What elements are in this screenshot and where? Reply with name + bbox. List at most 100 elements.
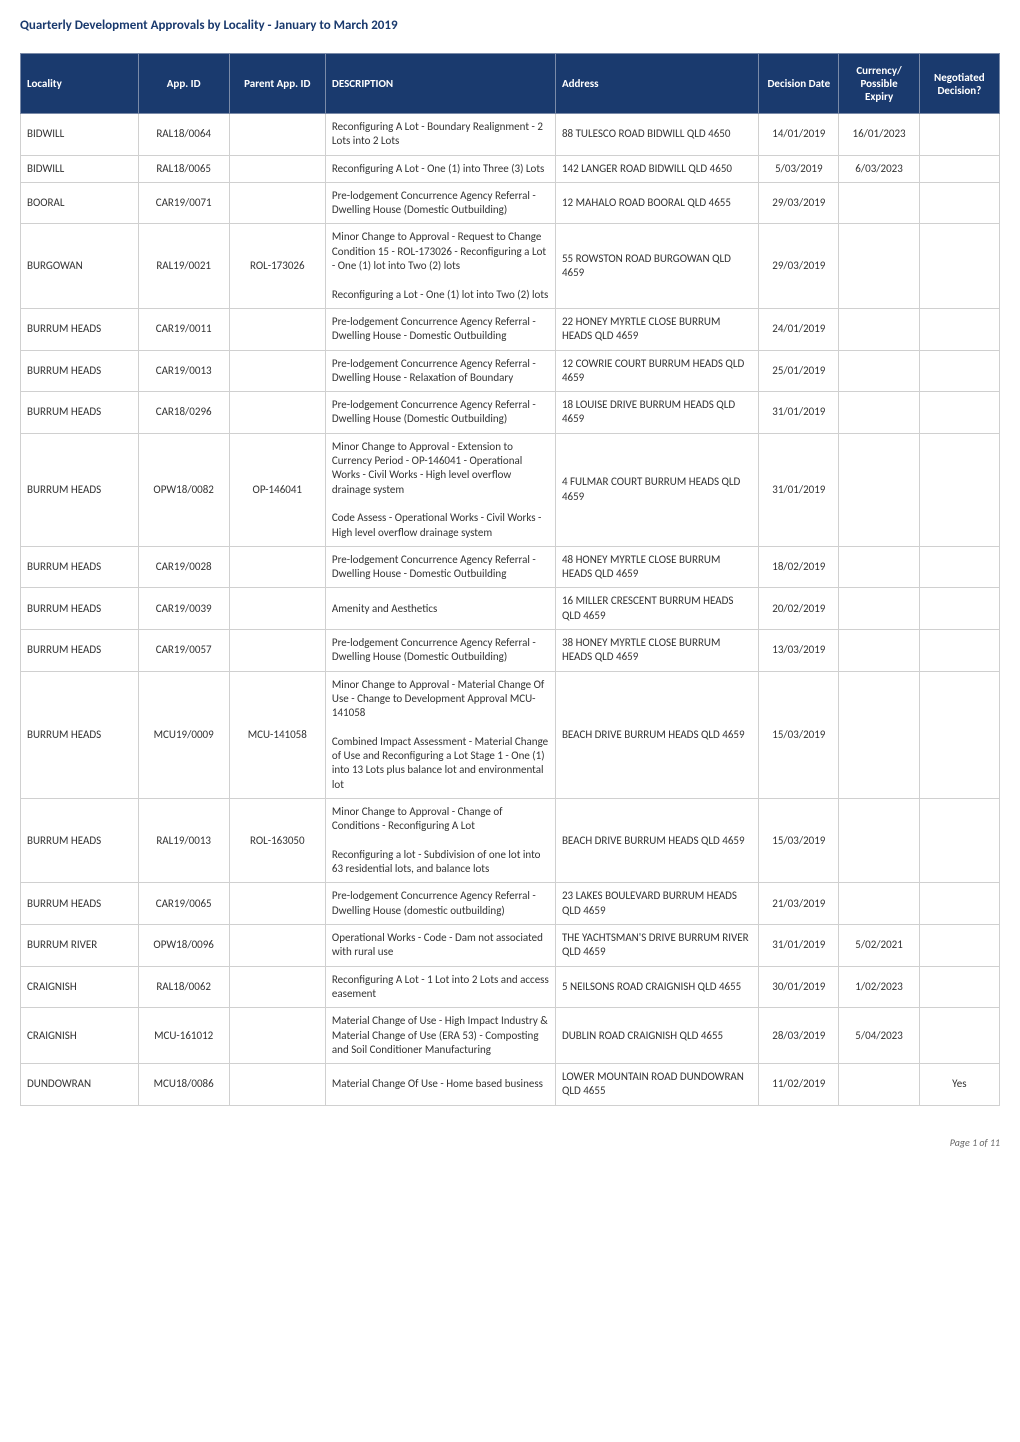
cell-date: 29/03/2019 — [759, 224, 839, 308]
cell-locality: BURRUM HEADS — [21, 798, 139, 882]
cell-currency — [839, 798, 919, 882]
cell-currency — [839, 433, 919, 546]
cell-currency — [839, 392, 919, 434]
table-row: DUNDOWRANMCU18/0086Material Change Of Us… — [21, 1064, 1000, 1106]
cell-parent — [229, 630, 325, 672]
cell-date: 24/01/2019 — [759, 308, 839, 350]
cell-date: 31/01/2019 — [759, 392, 839, 434]
cell-locality: BIDWILL — [21, 114, 139, 156]
cell-addr: 4 FULMAR COURT BURRUM HEADS QLD 4659 — [555, 433, 758, 546]
cell-desc: Pre-lodgement Concurrence Agency Referra… — [325, 182, 555, 224]
cell-currency — [839, 671, 919, 798]
table-row: BURRUM HEADSCAR19/0057Pre-lodgement Conc… — [21, 630, 1000, 672]
cell-parent: ROL-163050 — [229, 798, 325, 882]
table-row: BIDWILLRAL18/0065Reconfiguring A Lot - O… — [21, 155, 1000, 182]
cell-desc: Pre-lodgement Concurrence Agency Referra… — [325, 630, 555, 672]
cell-date: 15/03/2019 — [759, 671, 839, 798]
cell-neg — [919, 966, 999, 1008]
cell-neg — [919, 1008, 999, 1064]
cell-appId: CAR19/0065 — [138, 883, 229, 925]
cell-addr: 88 TULESCO ROAD BIDWILL QLD 4650 — [555, 114, 758, 156]
table-row: BURRUM HEADSCAR18/0296Pre-lodgement Conc… — [21, 392, 1000, 434]
cell-appId: CAR19/0039 — [138, 588, 229, 630]
table-row: BURRUM HEADSCAR19/0013 Pre-lodgement Conc… — [21, 350, 1000, 392]
cell-parent — [229, 966, 325, 1008]
cell-desc: Operational Works - Code - Dam not assoc… — [325, 925, 555, 967]
col-header-neg: Negotiated Decision? — [919, 54, 999, 114]
cell-appId: RAL19/0021 — [138, 224, 229, 308]
cell-addr: THE YACHTSMAN'S DRIVE BURRUM RIVER QLD 4… — [555, 925, 758, 967]
cell-locality: CRAIGNISH — [21, 1008, 139, 1064]
cell-appId: CAR19/0013 — [138, 350, 229, 392]
col-header-appId: App. ID — [138, 54, 229, 114]
cell-desc: Amenity and Aesthetics — [325, 588, 555, 630]
cell-locality: DUNDOWRAN — [21, 1064, 139, 1106]
cell-locality: CRAIGNISH — [21, 966, 139, 1008]
cell-addr: 23 LAKES BOULEVARD BURRUM HEADS QLD 4659 — [555, 883, 758, 925]
cell-currency — [839, 350, 919, 392]
cell-appId: CAR19/0071 — [138, 182, 229, 224]
cell-date: 20/02/2019 — [759, 588, 839, 630]
cell-currency — [839, 308, 919, 350]
cell-neg — [919, 155, 999, 182]
cell-appId: RAL18/0065 — [138, 155, 229, 182]
cell-currency: 16/01/2023 — [839, 114, 919, 156]
cell-appId: RAL18/0062 — [138, 966, 229, 1008]
cell-parent — [229, 546, 325, 588]
cell-locality: BURRUM HEADS — [21, 546, 139, 588]
cell-desc: Reconfiguring A Lot - One (1) into Three… — [325, 155, 555, 182]
cell-appId: MCU-161012 — [138, 1008, 229, 1064]
cell-addr: 22 HONEY MYRTLE CLOSE BURRUM HEADS QLD 4… — [555, 308, 758, 350]
cell-parent: MCU-141058 — [229, 671, 325, 798]
cell-locality: BURRUM RIVER — [21, 925, 139, 967]
table-row: CRAIGNISHMCU-161012 Material Change of Us… — [21, 1008, 1000, 1064]
cell-date: 14/01/2019 — [759, 114, 839, 156]
cell-locality: BURRUM HEADS — [21, 350, 139, 392]
cell-locality: BURRUM HEADS — [21, 630, 139, 672]
cell-parent — [229, 588, 325, 630]
col-header-addr: Address — [555, 54, 758, 114]
cell-desc: Material Change of Use - High Impact Ind… — [325, 1008, 555, 1064]
cell-date: 31/01/2019 — [759, 925, 839, 967]
cell-date: 15/03/2019 — [759, 798, 839, 882]
cell-parent — [229, 182, 325, 224]
cell-neg: Yes — [919, 1064, 999, 1106]
cell-desc: Minor Change to Approval - Change of Con… — [325, 798, 555, 882]
col-header-desc: DESCRIPTION — [325, 54, 555, 114]
cell-currency: 5/04/2023 — [839, 1008, 919, 1064]
cell-parent: ROL-173026 — [229, 224, 325, 308]
cell-neg — [919, 630, 999, 672]
cell-neg — [919, 350, 999, 392]
cell-currency: 1/02/2023 — [839, 966, 919, 1008]
cell-appId: RAL19/0013 — [138, 798, 229, 882]
table-row: BURRUM HEADSOPW18/0082OP-146041Minor Cha… — [21, 433, 1000, 546]
cell-parent — [229, 114, 325, 156]
table-row: BURRUM HEADSCAR19/0011Pre-lodgement Conc… — [21, 308, 1000, 350]
cell-neg — [919, 588, 999, 630]
cell-desc: Pre-lodgement Concurrence Agency Referra… — [325, 350, 555, 392]
table-row: CRAIGNISHRAL18/0062 Reconfiguring A Lot -… — [21, 966, 1000, 1008]
cell-desc: Reconfiguring A Lot - 1 Lot into 2 Lots … — [325, 966, 555, 1008]
cell-desc: Reconfiguring A Lot - Boundary Realignme… — [325, 114, 555, 156]
page: Quarterly Development Approvals by Local… — [0, 0, 1020, 1189]
cell-parent: OP-146041 — [229, 433, 325, 546]
cell-date: 21/03/2019 — [759, 883, 839, 925]
cell-desc: Pre-lodgement Concurrence Agency Referra… — [325, 883, 555, 925]
cell-currency — [839, 588, 919, 630]
cell-appId: CAR19/0011 — [138, 308, 229, 350]
cell-desc: Pre-lodgement Concurrence Agency Referra… — [325, 308, 555, 350]
cell-currency — [839, 630, 919, 672]
cell-addr: 48 HONEY MYRTLE CLOSE BURRUM HEADS QLD 4… — [555, 546, 758, 588]
cell-addr: LOWER MOUNTAIN ROAD DUNDOWRAN QLD 4655 — [555, 1064, 758, 1106]
cell-locality: BURRUM HEADS — [21, 588, 139, 630]
cell-neg — [919, 182, 999, 224]
cell-currency — [839, 883, 919, 925]
cell-appId: OPW18/0096 — [138, 925, 229, 967]
cell-date: 5/03/2019 — [759, 155, 839, 182]
cell-addr: BEACH DRIVE BURRUM HEADS QLD 4659 — [555, 671, 758, 798]
col-header-parent: Parent App. ID — [229, 54, 325, 114]
cell-addr: BEACH DRIVE BURRUM HEADS QLD 4659 — [555, 798, 758, 882]
cell-appId: OPW18/0082 — [138, 433, 229, 546]
cell-neg — [919, 546, 999, 588]
cell-neg — [919, 798, 999, 882]
